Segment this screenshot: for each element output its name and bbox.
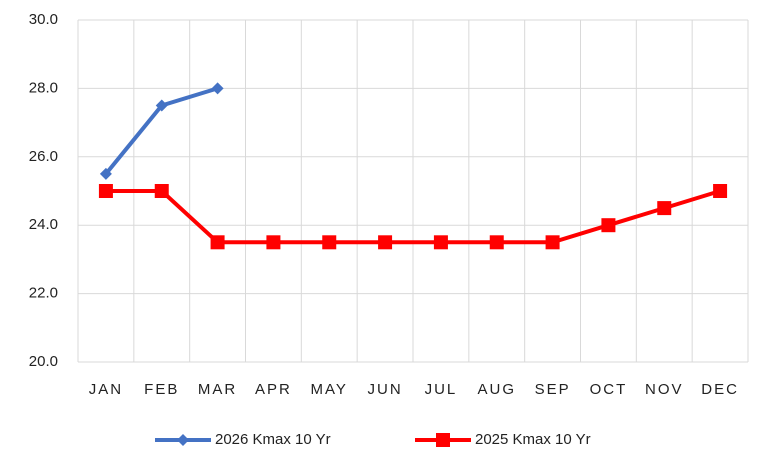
x-tick-label: MAR	[198, 381, 237, 398]
series	[98, 184, 728, 250]
legend-label: 2026 Kmax 10 Yr	[215, 431, 331, 448]
y-tick-label: 26.0	[29, 148, 58, 165]
marker	[601, 218, 616, 233]
marker	[177, 434, 189, 446]
marker	[657, 201, 672, 216]
marker	[489, 235, 504, 250]
marker	[436, 433, 450, 447]
marker	[154, 184, 169, 198]
line	[105, 189, 721, 245]
y-tick-label: 28.0	[29, 79, 58, 96]
legend-item: 2026 Kmax 10 Yr	[155, 431, 331, 448]
series	[99, 82, 224, 180]
marker	[210, 235, 225, 250]
marker	[545, 235, 560, 250]
x-tick-label: JUN	[367, 381, 402, 398]
marker	[713, 184, 728, 198]
x-tick-label: APR	[255, 381, 292, 398]
marker	[155, 99, 168, 112]
marker	[322, 235, 337, 250]
x-tick-label: DEC	[701, 381, 739, 398]
marker	[99, 167, 112, 180]
y-tick-label: 30.0	[29, 11, 58, 28]
marker	[211, 82, 224, 95]
y-tick-label: 24.0	[29, 216, 58, 233]
marker	[378, 235, 393, 250]
x-tick-label: OCT	[590, 381, 628, 398]
x-tick-label: JUL	[425, 381, 458, 398]
x-tick-label: NOV	[645, 381, 684, 398]
x-tick-label: JAN	[89, 381, 123, 398]
x-tick-label: FEB	[144, 381, 179, 398]
y-tick-label: 22.0	[29, 285, 58, 302]
y-tick-label: 20.0	[29, 353, 58, 370]
marker	[266, 235, 281, 250]
marker	[433, 235, 448, 250]
x-tick-label: SEP	[535, 381, 571, 398]
marker	[98, 184, 113, 198]
legend-item: 2025 Kmax 10 Yr	[415, 431, 591, 448]
x-tick-label: MAY	[311, 381, 348, 398]
legend-label: 2025 Kmax 10 Yr	[475, 431, 591, 448]
x-tick-label: AUG	[477, 381, 516, 398]
